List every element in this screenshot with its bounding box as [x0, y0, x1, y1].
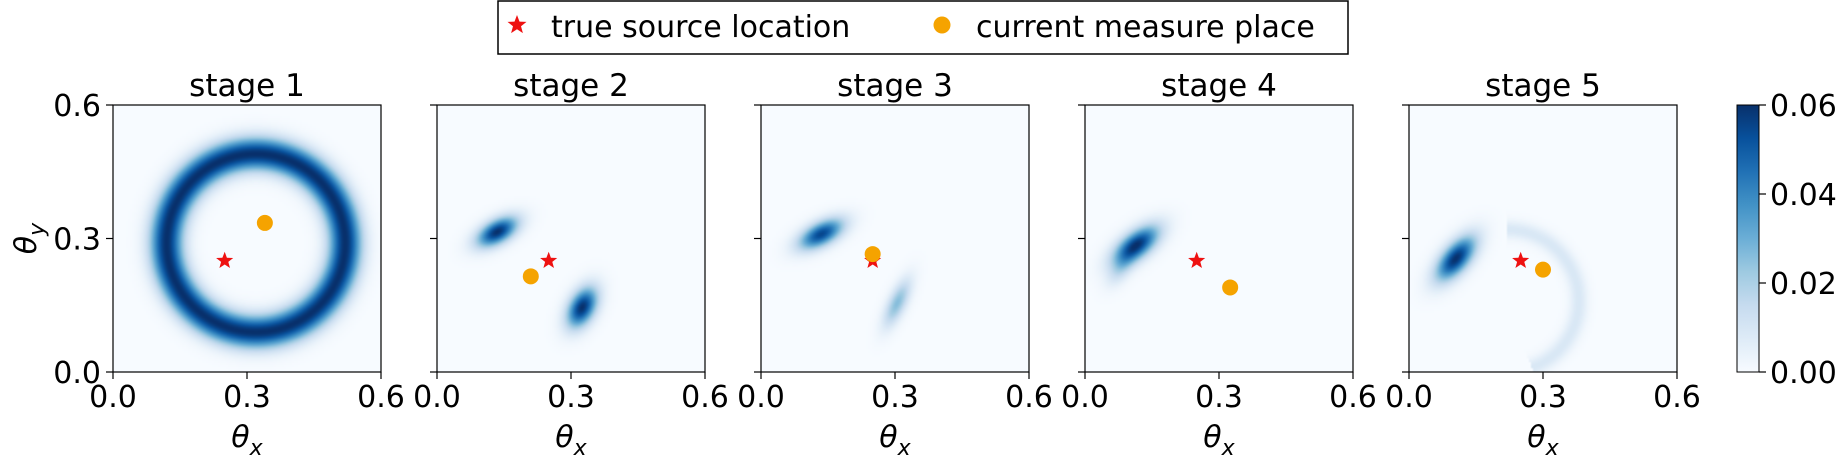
legend: true source location current measure pla… — [497, 0, 1349, 55]
heatmap-image — [761, 105, 1029, 372]
x-tick-label: 0.6 — [357, 380, 405, 415]
x-tick-label: 0.0 — [737, 380, 785, 415]
panel-title: stage 4 — [1161, 68, 1277, 104]
measure-place-marker — [256, 214, 273, 231]
x-tick-label: 0.6 — [681, 380, 729, 415]
colorbar: 0.00 0.02 0.04 0.06 — [1736, 89, 1837, 391]
panel-stage-2: stage 2 0.0 0.3 0.6 θx — [413, 68, 729, 461]
legend-label-measure-place: current measure place — [976, 10, 1315, 45]
y-tick-label: 0.0 — [53, 356, 101, 391]
measure-place-marker — [1222, 279, 1239, 296]
x-tick-label: 0.0 — [413, 380, 461, 415]
heatmap-image — [113, 105, 381, 372]
x-tick-label: 0.0 — [1061, 380, 1109, 415]
x-axis-label: θx — [1203, 420, 1235, 461]
heatmap-image — [1409, 105, 1677, 372]
x-tick-label: 0.0 — [1385, 380, 1433, 415]
panel-title: stage 5 — [1485, 68, 1601, 104]
true-source-marker — [216, 251, 234, 268]
x-tick-label: 0.3 — [1519, 380, 1567, 415]
colorbar-tick-label: 0.06 — [1770, 89, 1837, 124]
colorbar-ticks: 0.00 0.02 0.04 0.06 — [1759, 89, 1837, 391]
legend-star-marker — [507, 15, 527, 34]
legend-frame — [497, 0, 1349, 55]
panel-title: stage 1 — [189, 68, 305, 104]
panel-stage-5: stage 5 0.0 0.3 0.6 θx — [1385, 68, 1701, 461]
y-axis-label: θy — [9, 222, 50, 254]
heatmap-image — [1085, 105, 1353, 372]
heatmap-image — [437, 105, 705, 372]
colorbar-tick-label: 0.00 — [1770, 356, 1837, 391]
y-tick-label: 0.3 — [53, 223, 101, 258]
x-tick-label: 0.3 — [223, 380, 271, 415]
x-axis-label: θx — [1527, 420, 1559, 461]
x-axis-label: θx — [231, 420, 263, 461]
panel-stage-4: stage 4 0.0 0.3 0.6 θx — [1061, 68, 1377, 461]
legend-circle-marker — [933, 16, 951, 34]
panel-title: stage 3 — [837, 68, 953, 104]
true-source-marker — [540, 251, 558, 268]
colorbar-gradient — [1736, 104, 1760, 373]
measure-place-marker — [1535, 261, 1551, 278]
true-source-marker — [1188, 251, 1206, 268]
x-tick-label: 0.3 — [547, 380, 595, 415]
x-tick-label: 0.6 — [1329, 380, 1377, 415]
x-tick-label: 0.6 — [1653, 380, 1701, 415]
colorbar-tick-label: 0.04 — [1770, 178, 1837, 213]
x-tick-label: 0.3 — [1195, 380, 1243, 415]
x-tick-label: 0.3 — [871, 380, 919, 415]
measure-place-marker — [522, 268, 539, 285]
true-source-marker — [1512, 251, 1530, 268]
x-axis-label: θx — [555, 420, 587, 461]
colorbar-tick-label: 0.02 — [1770, 267, 1837, 302]
panel-stage-3: stage 3 0.0 0.3 0.6 θx — [737, 68, 1053, 461]
legend-label-true-source: true source location — [551, 10, 850, 45]
x-axis-label: θx — [879, 420, 911, 461]
x-tick-label: 0.0 — [89, 380, 137, 415]
panel-stage-1: stage 1 0.0 0.3 0.6 0.0 0.3 0.6 θx θy — [9, 68, 405, 461]
panel-title: stage 2 — [513, 68, 629, 104]
y-tick-label: 0.6 — [53, 89, 101, 124]
measure-place-marker — [864, 246, 881, 263]
x-tick-label: 0.6 — [1005, 380, 1053, 415]
